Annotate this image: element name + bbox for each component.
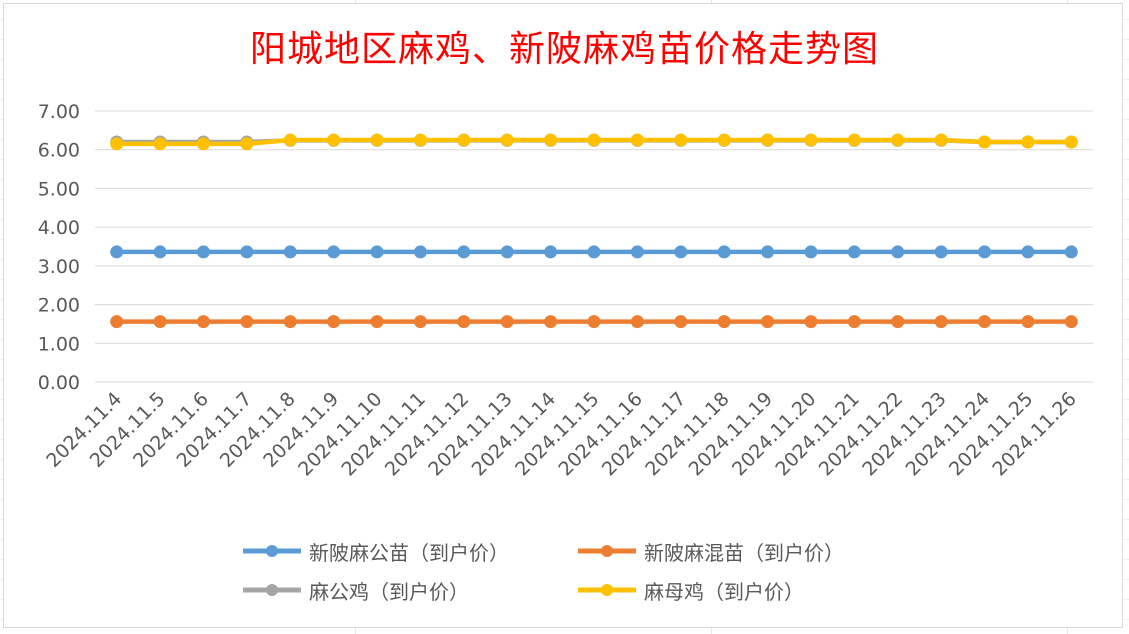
data-point (891, 245, 905, 259)
data-point (1021, 135, 1035, 149)
legend-marker-yellow (578, 584, 636, 596)
data-point (587, 133, 601, 147)
y-tick-label: 4.00 (38, 217, 80, 239)
y-tick-label: 7.00 (38, 101, 80, 123)
data-point (413, 133, 427, 147)
data-point (761, 315, 775, 329)
y-tick-label: 3.00 (38, 256, 80, 278)
data-point (804, 315, 818, 329)
y-tick-label: 1.00 (38, 333, 80, 355)
data-point (1064, 315, 1078, 329)
data-point (1021, 315, 1035, 329)
data-point (978, 315, 992, 329)
data-point (240, 245, 254, 259)
data-point (370, 315, 384, 329)
data-point (891, 315, 905, 329)
data-point (1021, 245, 1035, 259)
data-point (110, 315, 124, 329)
data-point (500, 315, 514, 329)
legend-marker-gray (243, 584, 301, 596)
y-tick-label: 0.00 (38, 372, 80, 394)
series-1 (110, 245, 1078, 259)
data-point (978, 135, 992, 149)
data-point (153, 245, 167, 259)
legend-item-series-3[interactable]: 麻公鸡（到户价） (243, 575, 469, 605)
data-point (413, 315, 427, 329)
data-point (587, 315, 601, 329)
chart-title: 阳城地区麻鸡、新陂麻鸡苗价格走势图 (249, 29, 879, 70)
series-2 (110, 315, 1078, 329)
legend-label: 新陂麻混苗（到户价） (644, 540, 844, 565)
y-tick-label: 2.00 (38, 295, 80, 317)
data-point (630, 315, 644, 329)
legend-label: 麻母鸡（到户价） (644, 579, 804, 604)
legend-label: 新陂麻公苗（到户价） (309, 540, 509, 565)
data-point (153, 137, 167, 151)
data-point (153, 315, 167, 329)
data-point (196, 245, 210, 259)
data-point (934, 133, 948, 147)
data-point (110, 137, 124, 151)
data-point (978, 245, 992, 259)
data-point (587, 245, 601, 259)
data-point (674, 245, 688, 259)
legend-item-series-1[interactable]: 新陂麻公苗（到户价） (243, 536, 509, 566)
data-point (283, 133, 297, 147)
legend-label: 麻公鸡（到户价） (309, 579, 469, 604)
series-4 (110, 133, 1078, 151)
y-tick-label: 6.00 (38, 140, 80, 162)
data-point (240, 137, 254, 151)
data-point (674, 133, 688, 147)
y-axis-tick-labels: 0.00 1.00 2.00 3.00 4.00 5.00 6.00 7.00 (38, 101, 80, 394)
legend-item-series-4[interactable]: 麻母鸡（到户价） (578, 575, 804, 605)
data-point (1064, 135, 1078, 149)
data-point (196, 315, 210, 329)
legend-marker-orange (578, 545, 636, 557)
x-axis-tick-labels: 2024.11.42024.11.52024.11.62024.11.72024… (42, 388, 1081, 480)
legend-item-series-2[interactable]: 新陂麻混苗（到户价） (578, 536, 844, 566)
gridlines (95, 110, 1093, 383)
data-point (457, 133, 471, 147)
data-point (413, 245, 427, 259)
chart-area[interactable] (3, 3, 1123, 628)
data-point (934, 315, 948, 329)
data-point (804, 133, 818, 147)
data-point (544, 245, 558, 259)
series-layer (110, 133, 1078, 329)
data-point (544, 133, 558, 147)
data-point (717, 315, 731, 329)
data-point (1064, 245, 1078, 259)
data-point (327, 245, 341, 259)
data-point (500, 245, 514, 259)
data-point (934, 245, 948, 259)
data-point (717, 245, 731, 259)
data-point (761, 245, 775, 259)
data-point (544, 315, 558, 329)
data-point (674, 315, 688, 329)
data-point (630, 245, 644, 259)
data-point (761, 133, 775, 147)
data-point (891, 133, 905, 147)
data-point (327, 315, 341, 329)
data-point (847, 245, 861, 259)
legend-marker-blue (243, 545, 301, 557)
data-point (370, 245, 384, 259)
data-point (110, 245, 124, 259)
data-point (500, 133, 514, 147)
data-point (196, 137, 210, 151)
data-point (457, 315, 471, 329)
data-point (457, 245, 471, 259)
data-point (283, 315, 297, 329)
data-point (804, 245, 818, 259)
data-point (847, 315, 861, 329)
data-point (847, 133, 861, 147)
data-point (327, 133, 341, 147)
data-point (240, 315, 254, 329)
data-point (370, 133, 384, 147)
data-point (630, 133, 644, 147)
data-point (717, 133, 731, 147)
y-tick-label: 5.00 (38, 178, 80, 200)
data-point (283, 245, 297, 259)
